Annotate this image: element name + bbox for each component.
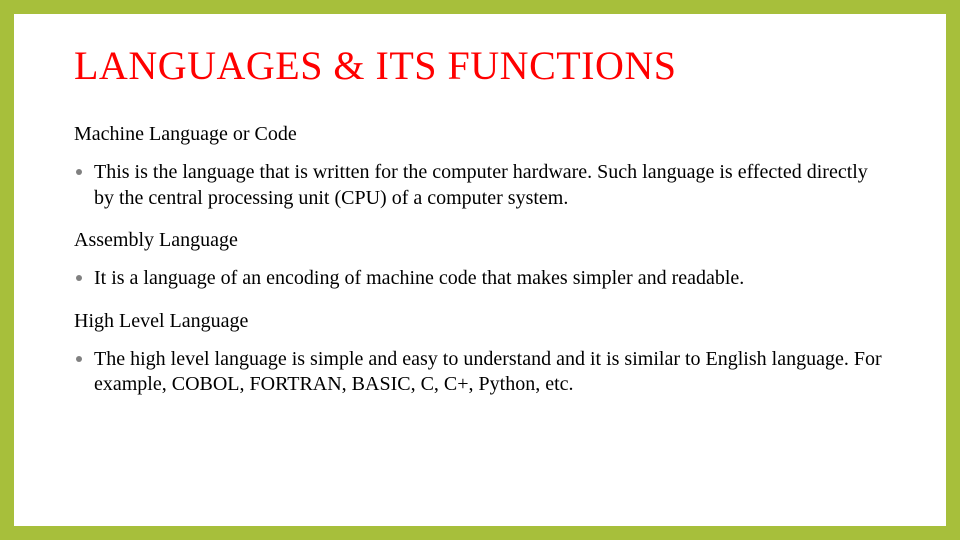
bullet-text-assembly: It is a language of an encoding of machi… xyxy=(94,266,744,292)
bullet-icon xyxy=(76,275,82,281)
bullet-icon xyxy=(76,169,82,175)
section-heading-assembly: Assembly Language xyxy=(74,229,886,252)
slide-title: LANGUAGES & ITS FUNCTIONS xyxy=(74,42,886,89)
bullet-icon xyxy=(76,356,82,362)
bullet-text-machine: This is the language that is written for… xyxy=(94,160,886,211)
bullet-row: The high level language is simple and ea… xyxy=(74,347,886,398)
bullet-row: This is the language that is written for… xyxy=(74,160,886,211)
bullet-text-highlevel: The high level language is simple and ea… xyxy=(94,347,886,398)
section-heading-highlevel: High Level Language xyxy=(74,310,886,333)
bullet-row: It is a language of an encoding of machi… xyxy=(74,266,886,292)
slide-frame: LANGUAGES & ITS FUNCTIONS Machine Langua… xyxy=(0,0,960,540)
section-heading-machine: Machine Language or Code xyxy=(74,123,886,146)
